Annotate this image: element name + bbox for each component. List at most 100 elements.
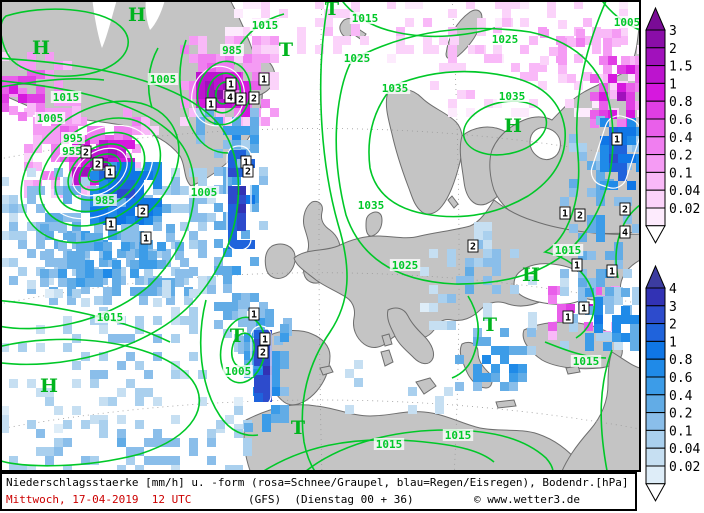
rain-cell	[130, 260, 139, 269]
rain-cell	[244, 423, 253, 432]
snow-cell	[9, 106, 18, 115]
snow-cell	[414, 0, 423, 9]
pressure-center-T: T	[325, 0, 339, 20]
rain-cell	[27, 285, 36, 294]
rain-cell	[63, 420, 72, 429]
rain-cell	[9, 204, 18, 213]
rain-cell	[354, 378, 363, 387]
snow-cell	[196, 72, 205, 81]
snow-cell	[18, 112, 27, 121]
scale-tick-label: 0.04	[669, 184, 700, 199]
rain-cell	[429, 285, 438, 294]
rain-cell	[214, 302, 223, 311]
snow-cell	[241, 108, 250, 117]
rain-cell	[166, 296, 175, 305]
rain-cell	[153, 429, 162, 438]
isobar-label-bg	[222, 365, 254, 377]
rain-cell	[614, 242, 623, 251]
rain-cell	[126, 334, 135, 343]
rain-cell	[63, 186, 72, 195]
rain-cell	[180, 276, 189, 285]
rain-cell	[126, 180, 135, 189]
rain-cell	[117, 438, 126, 447]
caption-title: Niederschlagsstaerke [mm/h] u. -form (ro…	[6, 476, 629, 489]
snow-cell	[0, 94, 9, 103]
rain-cell	[254, 339, 263, 348]
rain-cell	[9, 465, 18, 472]
snow-cell	[33, 162, 42, 171]
pressure-center-H: H	[32, 37, 50, 59]
isobar-label-bg	[60, 145, 84, 157]
snow-cell	[114, 126, 123, 135]
snow-cell	[45, 52, 54, 61]
rain-cell	[250, 293, 259, 302]
snow-cell	[626, 83, 635, 92]
snow-cell	[0, 85, 9, 94]
isobar-label-bg	[489, 33, 521, 45]
rain-cell	[623, 161, 632, 170]
snow-cell	[565, 99, 574, 108]
snow-cell	[448, 27, 457, 36]
rain-cell	[483, 222, 492, 231]
snow-cell	[529, 36, 538, 45]
rain-cell	[528, 312, 537, 321]
rain-cell	[578, 278, 587, 287]
isobar-label-bg	[50, 91, 82, 103]
rain-cell	[234, 397, 243, 406]
snow-cell	[27, 70, 36, 79]
precip-value-box	[140, 231, 152, 245]
rain-cell	[76, 269, 85, 278]
snow-cell	[24, 144, 33, 153]
rain-cell	[103, 287, 112, 296]
rain-cell	[144, 267, 153, 276]
rain-cell	[280, 324, 289, 333]
rain-cell	[153, 298, 162, 307]
rain-cell	[45, 276, 54, 285]
snow-cell	[99, 149, 108, 158]
rain-cell	[139, 296, 148, 305]
rain-cell	[180, 316, 189, 325]
snow-cell	[69, 153, 78, 162]
scale-tick-label: 2	[669, 42, 677, 57]
precip-value: 1	[565, 313, 571, 324]
rain-cell	[614, 341, 623, 350]
rain-cell	[153, 207, 162, 216]
isobar-label: 1015	[445, 429, 472, 442]
snow-scale: 3 2 1.5 1 0.8 0.6 0.4 0.2 0.1 0.04 0.02	[645, 6, 700, 244]
rain-cell	[90, 415, 99, 424]
rain-cell	[618, 172, 627, 181]
precip-value: 2	[95, 160, 101, 171]
snow-cell	[621, 56, 630, 65]
rain-cell	[250, 135, 259, 144]
scale-cell	[645, 100, 666, 120]
rain-cell	[223, 302, 232, 311]
rain-cell	[162, 289, 171, 298]
rain-cell	[243, 447, 252, 456]
rain-cell	[58, 269, 67, 278]
rain-cell	[189, 352, 198, 361]
snow-cell	[324, 27, 333, 36]
snow-cell	[548, 295, 557, 304]
rain-cell	[171, 465, 180, 472]
rain-cell	[605, 296, 614, 305]
snow-cell	[123, 135, 132, 144]
rain-cell	[99, 352, 108, 361]
snow-cell	[603, 47, 612, 56]
scale-arrow-bottom	[645, 225, 666, 244]
snow-cell	[90, 176, 99, 185]
rain-cell	[234, 424, 243, 433]
rain-cell	[144, 388, 153, 397]
snow-cell	[502, 18, 511, 27]
rain-cell	[214, 320, 223, 329]
rain-cell	[81, 298, 90, 307]
rain-cell	[117, 334, 126, 343]
rain-cell	[166, 224, 175, 233]
rain-cell	[605, 287, 614, 296]
rain-cell	[510, 249, 519, 258]
rain-cell	[85, 260, 94, 269]
isobar-label: 1035	[499, 90, 526, 103]
rain-cell	[18, 231, 27, 240]
snow-cell	[635, 101, 640, 110]
pressure-center-T: T	[230, 325, 244, 347]
snow-cell	[520, 72, 529, 81]
